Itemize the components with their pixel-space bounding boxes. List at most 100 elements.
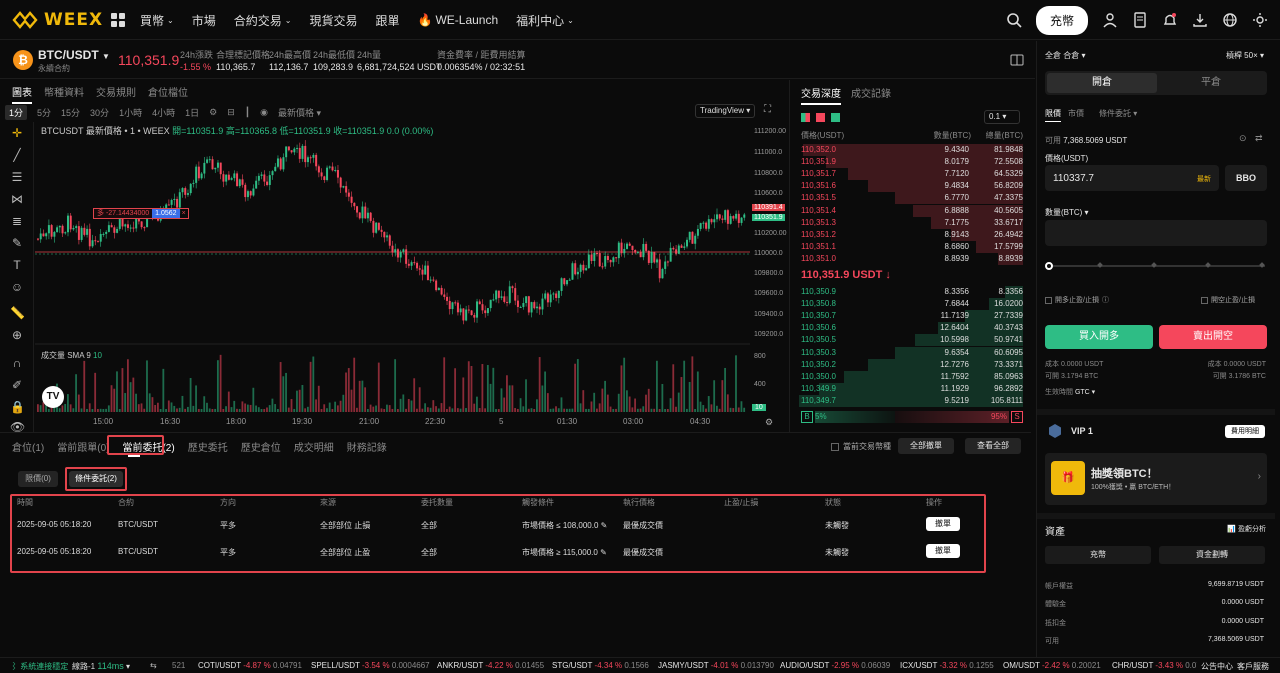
long-tpsl-checkbox[interactable]: 開多止盈/止損 ⓘ [1045, 295, 1109, 305]
ask-row[interactable]: 110,351.4 6.8888 40.5605 [799, 204, 1023, 217]
crosshair-icon[interactable]: ✛ [11, 126, 23, 140]
slider-handle[interactable] [1045, 262, 1053, 270]
candle-type-icon[interactable]: ┃ [244, 106, 251, 117]
bid-row[interactable]: 110,350.8 7.6844 16.0200 [799, 298, 1023, 311]
ticker-item[interactable]: SPELL/USDT -3.54 % 0.0004667 [311, 661, 430, 670]
horizontal-lines-icon[interactable]: ☰ [11, 170, 23, 184]
bid-row[interactable]: 110,350.6 12.6404 40.3743 [799, 322, 1023, 335]
cancel-all-button[interactable]: 全部撤單 [898, 438, 954, 454]
interval-1d[interactable]: 1日 [185, 107, 200, 118]
fullscreen-icon[interactable]: ⛶ [764, 104, 771, 115]
download-icon[interactable] [1192, 12, 1208, 28]
ticker-item[interactable]: STG/USDT -4.34 % 0.1566 [552, 661, 649, 670]
nav-spot[interactable]: 現貨交易 [309, 13, 358, 28]
edit-icon[interactable]: ✎ [600, 521, 608, 530]
assets-deposit-button[interactable]: 充幣 [1045, 546, 1151, 564]
ask-row[interactable]: 110,351.2 8.9143 26.4942 [799, 228, 1023, 241]
bid-row[interactable]: 110,350.5 10.5998 50.9741 [799, 334, 1023, 347]
interval-30m[interactable]: 30分 [90, 107, 110, 118]
nav-futures[interactable]: 合約交易 ⌄ [233, 13, 292, 28]
bid-row[interactable]: 110,350.2 12.7276 73.3371 [799, 358, 1023, 371]
interval-5m[interactable]: 5分 [37, 107, 52, 118]
tab-order-history[interactable]: 歷史委托 [187, 443, 228, 454]
ruler-icon[interactable]: 📏 [10, 306, 25, 320]
text-tool-icon[interactable]: T [13, 258, 21, 272]
depth-bids-icon[interactable] [831, 113, 840, 122]
deposit-button[interactable]: 充幣 [1035, 5, 1088, 35]
nav-we-launch[interactable]: 🔥 WE-Launch [417, 13, 499, 27]
bid-row[interactable]: 110,349.7 9.5219 105.8111 [799, 394, 1023, 407]
brush-icon[interactable]: ✎ [11, 236, 23, 250]
trendline-icon[interactable]: ╱ [13, 148, 21, 162]
apps-grid-icon[interactable] [110, 12, 126, 28]
screenshot-icon[interactable]: ◉ [260, 106, 269, 117]
price-input[interactable]: 110337.7 最新 [1045, 165, 1219, 191]
orders-icon[interactable] [1132, 12, 1148, 28]
ticker-item[interactable]: ICX/USDT -3.32 % 0.1255 [900, 661, 994, 670]
short-tpsl-checkbox[interactable]: 開空止盈/止損 [1201, 295, 1255, 305]
bid-row[interactable]: 110,350.0 11.7592 85.0963 [799, 370, 1023, 383]
subtab-conditional[interactable]: 條件委託(2) [69, 471, 123, 487]
interval-1m[interactable]: 1分 [5, 104, 28, 120]
tab-positions[interactable]: 倉位(1) [12, 443, 45, 454]
view-all-button[interactable]: 查看全部 [965, 438, 1021, 454]
line-select[interactable]: 線路-1 114ms ▾ [72, 661, 130, 671]
customer-service-link[interactable]: 客戶服務 [1237, 662, 1269, 671]
depth-asks-icon[interactable] [816, 113, 825, 122]
ticker-item[interactable]: COTI/USDT -4.87 % 0.04791 [198, 661, 302, 670]
ask-row[interactable]: 110,351.5 6.7770 47.3375 [799, 192, 1023, 205]
quantity-input[interactable] [1045, 220, 1267, 246]
theme-sun-icon[interactable] [1252, 12, 1268, 28]
lock-icon[interactable]: 🔒 [10, 400, 25, 414]
globe-icon[interactable] [1222, 12, 1238, 28]
ask-row[interactable]: 110,351.0 8.8939 8.8939 [799, 252, 1023, 265]
magnet-icon[interactable]: ∩ [12, 356, 22, 370]
ask-row[interactable]: 110,351.7 7.7120 64.5329 [799, 168, 1023, 181]
bid-row[interactable]: 110,349.9 11.1929 96.2892 [799, 382, 1023, 395]
layout-toggle-icon[interactable] [1010, 54, 1024, 66]
interval-15m[interactable]: 15分 [61, 107, 81, 118]
transfer-icon[interactable]: ⇄ [1255, 133, 1263, 143]
ticker-item[interactable]: JASMY/USDT -4.01 % 0.013790 [658, 661, 774, 670]
order-type-market[interactable]: 市價 [1068, 109, 1084, 118]
nav-rewards-center[interactable]: 福利中心 ⌄ [516, 13, 574, 28]
bid-row[interactable]: 110,350.9 8.3356 8.3356 [799, 286, 1023, 298]
quantity-unit-select[interactable]: 數量(BTC) ▾ [1045, 208, 1089, 217]
lock-drawing-icon[interactable]: ✐ [11, 378, 23, 392]
tab-trading-rules[interactable]: 交易規則 [96, 88, 136, 99]
tab-financial-records[interactable]: 財務記錄 [346, 443, 387, 454]
nav-copy-trading[interactable]: 跟單 [375, 13, 400, 28]
symbol-selector[interactable]: BTC/USDT ▼ [38, 48, 110, 62]
position-line-label[interactable]: 多 -27.14434000 1.0562 × [93, 208, 189, 219]
tradingview-logo[interactable]: TV [42, 386, 64, 408]
bell-icon[interactable] [1162, 12, 1178, 28]
tab-chart[interactable]: 圖表 [12, 84, 32, 104]
depth-both-icon[interactable] [801, 113, 810, 122]
tab-trade-history[interactable]: 成交記錄 [851, 89, 891, 100]
ask-row[interactable]: 110,351.3 7.1775 33.6717 [799, 216, 1023, 229]
search-icon[interactable] [1006, 12, 1022, 28]
tab-position-history[interactable]: 歷史倉位 [240, 443, 281, 454]
fib-icon[interactable]: ≣ [11, 214, 23, 228]
cancel-order-button[interactable]: 撤單 [926, 517, 960, 531]
edit-icon[interactable]: ✎ [600, 548, 607, 557]
tab-open-orders[interactable]: 當前委托(2) [122, 443, 175, 454]
ask-row[interactable]: 110,351.9 8.0179 72.5508 [799, 156, 1023, 169]
user-icon[interactable] [1102, 12, 1118, 28]
sell-short-button[interactable]: 賣出開空 [1159, 325, 1267, 349]
tradingview-toggle[interactable]: TradingView ▾ [695, 104, 756, 118]
open-tab[interactable]: 開倉 [1047, 73, 1157, 93]
cancel-order-button[interactable]: 撤單 [926, 544, 960, 558]
promo-banner[interactable]: 🎁 抽獎領BTC！ 100%獲獎 • 贏 BTC/ETH！ › [1045, 453, 1267, 505]
ticker-item[interactable]: AUDIO/USDT -2.95 % 0.06039 [780, 661, 891, 670]
interval-4h[interactable]: 4小時 [152, 107, 176, 118]
bid-row[interactable]: 110,350.7 11.7139 27.7339 [799, 310, 1023, 323]
ticker-settings-icon[interactable]: ⇆ [150, 661, 157, 670]
close-tab[interactable]: 平倉 [1201, 77, 1221, 88]
ticker-item[interactable]: ANKR/USDT -4.22 % 0.01455 [437, 661, 545, 670]
pattern-icon[interactable]: ⋈ [11, 192, 23, 206]
bid-row[interactable]: 110,350.3 9.6354 60.6095 [799, 346, 1023, 359]
close-icon[interactable]: × [181, 210, 186, 217]
tab-order-depth[interactable]: 交易深度 [801, 85, 841, 105]
checkbox[interactable] [831, 442, 839, 451]
